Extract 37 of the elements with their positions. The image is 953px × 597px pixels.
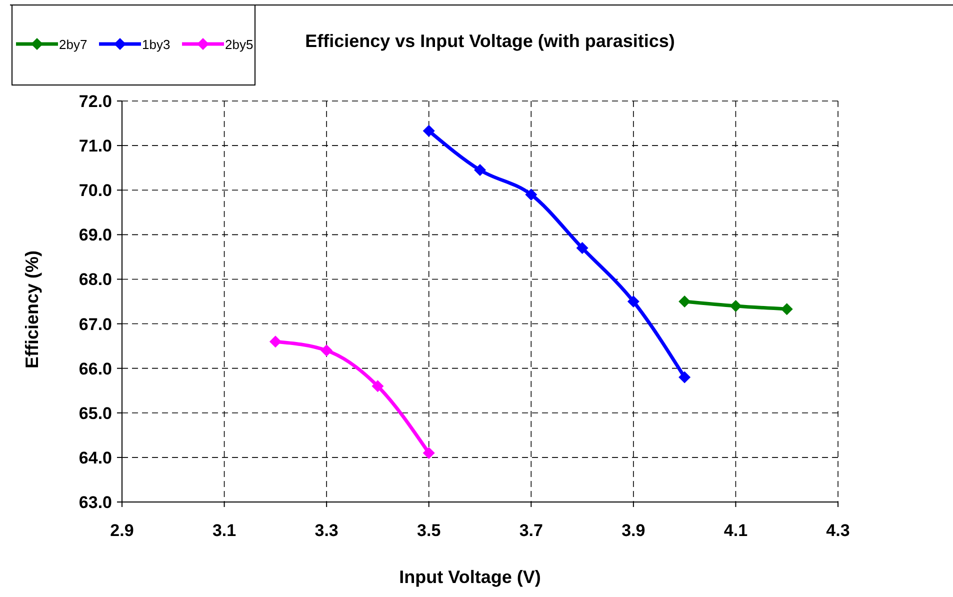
legend-label: 2by5 — [225, 37, 254, 52]
point — [730, 300, 742, 312]
y-tick-label: 72.0 — [78, 92, 112, 111]
x-tick-label: 3.5 — [417, 521, 441, 540]
y-tick-label: 70.0 — [78, 181, 112, 200]
point — [678, 371, 691, 384]
y-tick-label: 66.0 — [78, 359, 112, 378]
point — [372, 380, 384, 392]
point — [627, 296, 640, 308]
x-tick-label: 4.3 — [826, 521, 850, 540]
x-tick-label: 3.3 — [314, 521, 338, 540]
legend-label: 2by7 — [59, 37, 88, 52]
y-tick-label: 63.0 — [78, 493, 112, 512]
point — [576, 242, 588, 254]
point — [678, 296, 691, 308]
legend-label: 1by3 — [142, 37, 170, 52]
y-axis-title: Efficiency (%) — [22, 250, 42, 369]
x-axis-title: Input Voltage (V) — [399, 567, 541, 587]
point — [320, 344, 333, 357]
y-tick-label: 65.0 — [78, 404, 112, 423]
x-tick-label: 3.7 — [519, 521, 543, 540]
y-tick-label: 67.0 — [78, 314, 112, 334]
point — [780, 303, 793, 316]
x-tick-label: 3.1 — [212, 521, 236, 540]
x-tick-label: 3.9 — [622, 521, 646, 540]
y-tick-label: 69.0 — [78, 226, 112, 245]
x-tick-label: 2.9 — [110, 521, 134, 540]
y-tick-label: 68.0 — [78, 270, 112, 290]
y-tick-label: 64.0 — [78, 448, 112, 468]
y-tick-label: 71.0 — [78, 136, 112, 156]
point — [422, 446, 435, 459]
point — [422, 124, 435, 137]
point — [474, 164, 486, 176]
chart-title: Efficiency vs Input Voltage (with parasitics) — [305, 31, 675, 51]
point — [525, 188, 538, 201]
point — [269, 336, 282, 348]
x-tick-label: 4.1 — [724, 521, 748, 540]
